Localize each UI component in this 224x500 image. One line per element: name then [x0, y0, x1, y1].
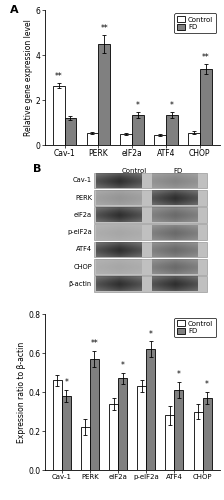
Y-axis label: Relative gene expression level: Relative gene expression level	[24, 19, 33, 136]
Text: *: *	[205, 380, 209, 389]
Bar	[90, 359, 99, 470]
Text: p-eIF2a: p-eIF2a	[67, 229, 92, 235]
Bar	[94, 172, 207, 188]
Text: **: **	[55, 72, 62, 82]
Text: **: **	[100, 24, 108, 33]
Text: CHOP: CHOP	[73, 264, 92, 270]
Text: **: **	[90, 340, 98, 348]
Text: A: A	[10, 4, 19, 15]
Bar	[202, 398, 212, 470]
Bar	[98, 44, 110, 146]
Legend: Control, FD: Control, FD	[174, 14, 216, 33]
Bar	[94, 207, 207, 223]
Text: *: *	[136, 102, 140, 110]
Bar	[94, 190, 207, 206]
Text: β-actin: β-actin	[69, 281, 92, 287]
Bar	[94, 259, 207, 274]
Bar	[62, 396, 71, 470]
Text: Cav-1: Cav-1	[73, 178, 92, 184]
Text: *: *	[121, 360, 125, 370]
Bar	[154, 135, 166, 145]
Bar	[65, 118, 76, 146]
Bar	[109, 404, 118, 470]
Bar	[137, 386, 146, 470]
Text: *: *	[170, 102, 174, 110]
Text: eIF2a: eIF2a	[74, 212, 92, 218]
Bar	[120, 134, 132, 145]
Text: *: *	[177, 370, 181, 380]
Bar	[165, 416, 174, 470]
Text: B: B	[32, 164, 41, 173]
Bar	[86, 133, 98, 145]
Bar	[194, 412, 202, 470]
Bar	[166, 115, 178, 146]
Bar	[94, 276, 207, 292]
Bar	[53, 86, 65, 146]
Bar	[146, 350, 155, 470]
Bar	[174, 390, 183, 470]
Text: **: **	[202, 53, 209, 62]
Text: ATF4: ATF4	[76, 246, 92, 252]
Bar	[118, 378, 127, 470]
Text: *: *	[64, 378, 68, 387]
Bar	[94, 242, 207, 258]
Bar	[200, 68, 212, 146]
Text: FD: FD	[173, 168, 182, 174]
Bar	[94, 224, 207, 240]
Bar	[188, 133, 200, 145]
Y-axis label: Expression ratio to β-actin: Expression ratio to β-actin	[17, 342, 26, 442]
Legend: Control, FD: Control, FD	[174, 318, 216, 337]
Text: *: *	[149, 330, 153, 338]
Text: Control: Control	[121, 168, 146, 174]
Bar	[53, 380, 62, 470]
Text: PERK: PERK	[75, 194, 92, 200]
Bar	[132, 115, 144, 146]
Bar	[81, 427, 90, 470]
